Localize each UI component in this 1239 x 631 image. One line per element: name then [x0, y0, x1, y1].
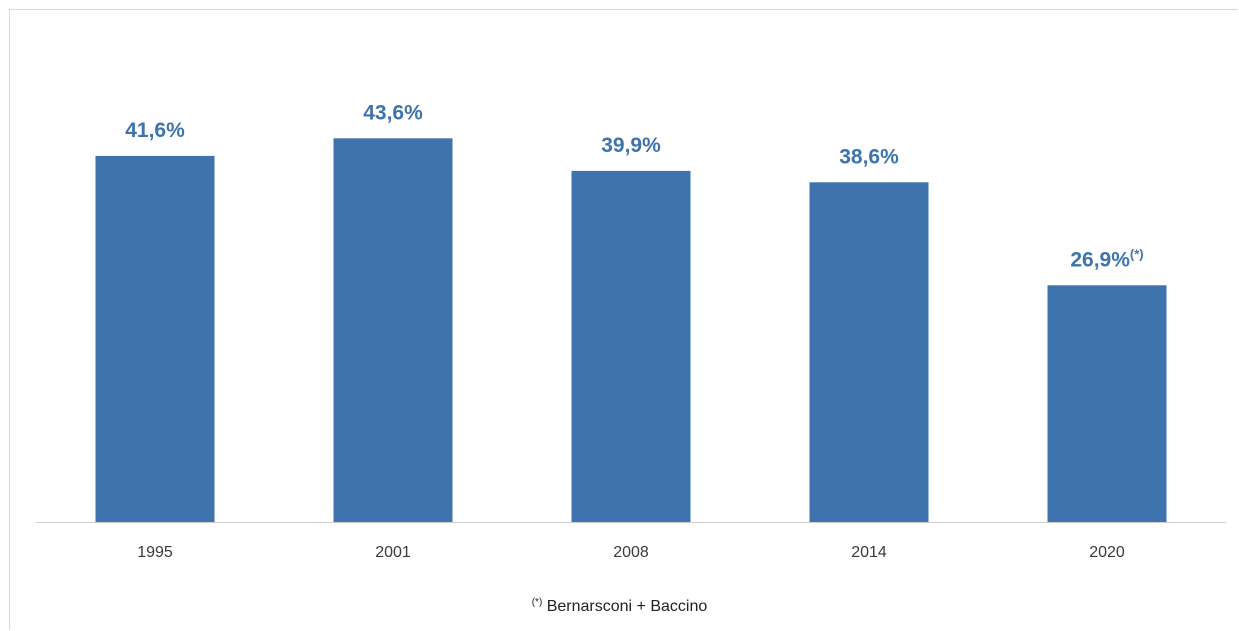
data-label-value-2001: 43,6%: [363, 101, 423, 124]
x-tick-label-2001: 2001: [375, 544, 411, 561]
data-label-2001: 43,6%: [363, 101, 423, 124]
bar-1995: [95, 155, 215, 522]
x-tick-label-2020: 2020: [1089, 544, 1125, 561]
x-tick-label-2008: 2008: [613, 544, 649, 561]
data-label-value-2014: 38,6%: [839, 145, 899, 168]
data-label-2020: 26,9%(*): [1070, 246, 1143, 271]
bar-2014: [809, 182, 929, 523]
chart-footnote: (*) Bernarsconi + Baccino: [0, 597, 1239, 616]
data-label-note-2020: (*): [1130, 246, 1144, 261]
bar-2001: [333, 138, 453, 523]
bar-2020: [1047, 285, 1167, 522]
data-label-value-2008: 39,9%: [601, 134, 661, 157]
data-label-value-1995: 41,6%: [125, 119, 185, 142]
footnote-mark: (*): [531, 597, 543, 608]
data-label-2014: 38,6%: [839, 145, 899, 168]
bars-layer: [95, 138, 1167, 523]
data-label-1995: 41,6%: [125, 119, 185, 142]
data-label-value-2020: 26,9%: [1070, 248, 1130, 271]
bar-2008: [571, 170, 691, 522]
x-tick-label-1995: 1995: [137, 544, 173, 561]
labels-layer: 41,6% 1995 43,6% 2001 39,9% 2008 38,6% 2014 26,9…: [125, 101, 1143, 561]
footnote-text: Bernarsconi + Baccino: [542, 598, 708, 615]
data-label-2008: 39,9%: [601, 134, 661, 157]
chart-frame: [9, 9, 1238, 630]
x-tick-label-2014: 2014: [851, 544, 887, 561]
